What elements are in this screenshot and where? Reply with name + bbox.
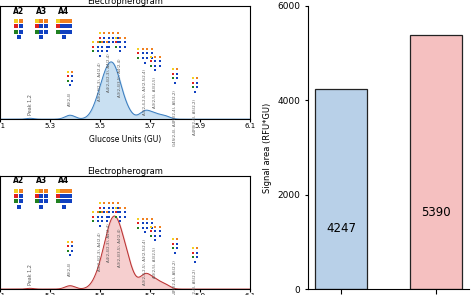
- Text: A4FB(2,4), A5(2,2): A4FB(2,4), A5(2,2): [193, 269, 197, 295]
- Text: A3(2,5), A3(2,5): A3(2,5), A3(2,5): [153, 247, 157, 278]
- X-axis label: Glucose Units (GU): Glucose Units (GU): [89, 135, 161, 144]
- Text: A3(2,4,2,5), A3(2,5/2,4): A3(2,4,2,5), A3(2,5/2,4): [143, 69, 147, 115]
- Text: A2: A2: [13, 6, 24, 16]
- Text: A3(2,4,2,5), A3(2,5/2,4): A3(2,4,2,5), A3(2,5/2,4): [143, 239, 147, 285]
- Text: A4FB(2,4), A5(2,2): A4FB(2,4), A5(2,2): [193, 99, 197, 135]
- Text: Peak 1,2: Peak 1,2: [27, 94, 33, 115]
- Text: G4S(2,4), A4FB(2,4), A5(2,2): G4S(2,4), A4FB(2,4), A5(2,2): [173, 260, 177, 295]
- Text: A3: A3: [36, 176, 47, 186]
- Text: A3(2,4/3,5), A4(2,4): A3(2,4/3,5), A4(2,4): [118, 58, 122, 97]
- Y-axis label: Signal area (RFU*GU): Signal area (RFU*GU): [263, 102, 272, 193]
- Text: A3(2,4/2,3), A4(2,4): A3(2,4/2,3), A4(2,4): [98, 63, 102, 101]
- Text: A4: A4: [58, 176, 69, 186]
- Text: Peak 1,2: Peak 1,2: [27, 264, 33, 285]
- Text: A3(2,4/3,5), A4(2,4): A3(2,4/3,5), A4(2,4): [118, 228, 122, 267]
- Text: A4(2,4/2,3), A4(2,4): A4(2,4/2,3), A4(2,4): [107, 53, 111, 92]
- Text: A3(2,4): A3(2,4): [68, 262, 72, 276]
- Text: A3(2,4/2,3), A4(2,4): A3(2,4/2,3), A4(2,4): [98, 232, 102, 271]
- Text: 4247: 4247: [326, 222, 356, 235]
- Text: A3(2,5), A3(2,5): A3(2,5), A3(2,5): [153, 77, 157, 108]
- Title: Electropherogram: Electropherogram: [87, 167, 163, 176]
- Text: 5390: 5390: [421, 206, 451, 219]
- Title: Electropherogram: Electropherogram: [87, 0, 163, 6]
- Bar: [410, 35, 462, 289]
- Text: A4: A4: [58, 6, 69, 16]
- Text: G4S(2,4), A4FB(2,4), A5(2,2): G4S(2,4), A4FB(2,4), A5(2,2): [173, 90, 177, 146]
- Text: A2: A2: [13, 176, 24, 186]
- Text: A3(2,4): A3(2,4): [68, 92, 72, 106]
- Text: A4(2,4/2,3), A4(2,4): A4(2,4/2,3), A4(2,4): [107, 223, 111, 262]
- Text: A3: A3: [36, 6, 47, 16]
- Bar: [315, 88, 367, 289]
